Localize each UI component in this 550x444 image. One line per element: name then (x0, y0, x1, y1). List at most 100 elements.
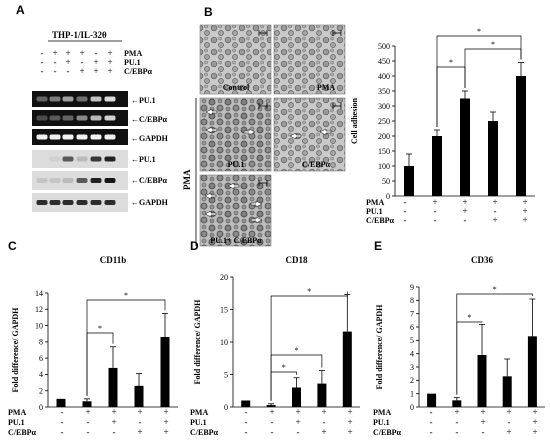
treatment-sign: - (113, 427, 116, 437)
gel-rna-cebpa (32, 110, 128, 126)
gel-band (36, 200, 48, 205)
treatment-sign: - (456, 427, 459, 437)
treatment-sign: - (456, 417, 459, 427)
panel-a-sign: + (79, 66, 84, 76)
treatment-sign: + (522, 206, 527, 216)
significance-bracket (464, 48, 522, 88)
significance-mark: * (282, 363, 286, 372)
treatment-sign: + (347, 427, 352, 437)
panel-letter-b: B (204, 5, 213, 19)
y-tick-label: 12 (35, 305, 43, 314)
treatment-sign: - (61, 417, 64, 427)
panel-a-treatment-pma: PMA (124, 49, 142, 58)
treatment-sign: + (522, 215, 527, 225)
micrograph-label-cebpa: C/EBPα (302, 160, 331, 169)
y-tick-label: 5 (410, 336, 414, 345)
panel-a-sign: - (54, 66, 57, 76)
gel-band (104, 96, 116, 102)
y-tick-label: 150 (378, 147, 390, 156)
panel-a-sign: + (79, 48, 84, 58)
treatment-label: PMA (373, 408, 391, 417)
panel-letter-c: C (8, 239, 17, 253)
treatment-sign: + (454, 407, 459, 417)
y-tick-label: 4 (410, 349, 414, 358)
y-axis-label: Fold difference/ GAPDH (193, 299, 202, 385)
treatment-label: PMA (366, 198, 384, 207)
y-axis-label: Fold difference/ GAPDH (375, 304, 384, 390)
gel-band (104, 156, 116, 162)
y-tick-label: 0 (39, 403, 43, 412)
y-tick-label: 10 (35, 321, 43, 330)
chart-title: CD18 (286, 255, 308, 265)
gel-band (49, 156, 61, 162)
y-tick-label: 50 (382, 177, 390, 186)
bar (134, 385, 144, 407)
gel-band (62, 178, 74, 183)
treatment-label: PU.1 (190, 418, 207, 427)
panel-a-sign: - (41, 48, 44, 58)
treatment-sign: + (532, 417, 537, 427)
treatment-label: PU.1 (8, 418, 25, 427)
bar (56, 398, 66, 407)
panel-a-protein-label-pu1: ←PU.1 (131, 155, 156, 164)
panel-a-header: THP-1/IL-32θ (52, 30, 107, 40)
treatment-sign: - (271, 427, 274, 437)
y-tick-label: 14 (35, 289, 43, 298)
gel-band (49, 178, 61, 183)
bar (404, 166, 414, 196)
gel-band (90, 178, 102, 183)
treatment-sign: - (271, 417, 274, 427)
gel-protein-pu1 (32, 150, 128, 168)
significance-mark: * (491, 40, 495, 49)
gel-band (104, 134, 116, 140)
treatment-sign: + (111, 417, 116, 427)
chart-title: CD11b (100, 255, 127, 265)
panel-a-rna-label-gapdh: ←GAPDH (131, 134, 169, 143)
bar (82, 401, 92, 407)
treatment-sign: + (295, 407, 300, 417)
treatment-sign: + (163, 417, 168, 427)
bar (527, 336, 537, 407)
treatment-sign: - (61, 407, 64, 417)
chart-title: CD36 (471, 255, 493, 265)
treatment-label: C/EBPα (8, 428, 37, 437)
gel-band (76, 96, 88, 102)
gel-band (104, 200, 116, 205)
significance-bracket (270, 291, 348, 401)
y-tick-label: 8 (410, 296, 414, 305)
y-axis-label: Cell adhesion (350, 97, 359, 144)
y-tick-label: 0 (410, 403, 414, 412)
treatment-sign: + (432, 197, 437, 207)
bar-chart-e: 0 1 2 3 4 5 6 7 8 9 Fold difference/ GAPDH CD36 * * PM… (373, 255, 545, 437)
panel-a-sign: + (93, 57, 98, 67)
gel-rna-pu1 (32, 91, 128, 107)
treatment-label: PMA (8, 408, 26, 417)
panel-a-protein-label-gapdh: ←GAPDH (131, 198, 169, 207)
treatment-label: C/EBPα (366, 216, 395, 225)
treatment-label: PU.1 (366, 207, 383, 216)
treatment-sign: - (508, 417, 511, 427)
treatment-sign: + (506, 407, 511, 417)
bar (108, 367, 118, 407)
panel-a-sign: - (95, 48, 98, 58)
gel-band (62, 96, 74, 102)
bar (477, 355, 487, 407)
treatment-sign: + (492, 215, 497, 225)
y-tick-label: 350 (378, 87, 390, 96)
bar (317, 383, 327, 407)
gel-band (36, 178, 48, 183)
panel-a-rna-label-cebpa: ←C/EBPα (131, 115, 168, 124)
treatment-sign: + (163, 427, 168, 437)
gel-band (90, 134, 102, 140)
gel-band (76, 156, 88, 162)
bar (266, 405, 276, 407)
bar (241, 400, 251, 407)
panel-a-protein-label-cebpa: ←C/EBPα (131, 176, 168, 185)
y-tick-label: 7 (410, 309, 414, 318)
treatment-sign: - (87, 427, 90, 437)
bar (432, 136, 442, 196)
gel-rna-gapdh (32, 129, 128, 145)
treatment-sign: - (434, 215, 437, 225)
y-tick-label: 8 (39, 338, 43, 347)
bar (342, 331, 352, 407)
